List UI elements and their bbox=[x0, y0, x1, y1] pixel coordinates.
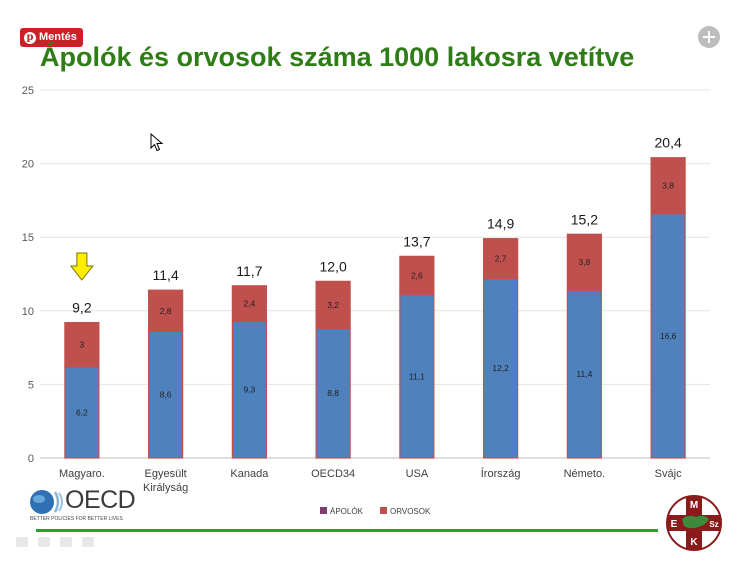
menu-icon[interactable] bbox=[60, 537, 72, 547]
segment-data-label: 3,8 bbox=[662, 181, 674, 191]
back-icon[interactable] bbox=[16, 537, 28, 547]
oecd-tagline: BETTER POLICIES FOR BETTER LIVES bbox=[30, 516, 123, 522]
x-category-label: USA bbox=[406, 468, 429, 480]
segment-data-label: 11,1 bbox=[409, 371, 425, 381]
x-category-label: Egyesült bbox=[145, 468, 187, 480]
segment-data-label: 2,8 bbox=[160, 306, 172, 316]
segment-data-label: 3 bbox=[80, 340, 85, 350]
segment-data-label: 2,6 bbox=[411, 270, 423, 280]
bar-total-label: 11,7 bbox=[236, 263, 262, 279]
bar-segment-orvosok bbox=[650, 157, 686, 215]
segment-data-label: 3,8 bbox=[578, 257, 590, 267]
y-axis-ticks: 0 5 10 15 20 25 bbox=[22, 85, 34, 465]
pinterest-save-label: Mentés bbox=[39, 31, 77, 43]
legend-label: ORVOSOK bbox=[390, 507, 431, 516]
oecd-wordmark: OECD bbox=[65, 486, 136, 514]
bar-total-label: 9,2 bbox=[72, 300, 92, 316]
segment-data-label: 12,2 bbox=[492, 363, 509, 373]
y-tick-label: 5 bbox=[28, 379, 34, 391]
bar-segment-apolok bbox=[399, 294, 435, 459]
bar-segment-apolok bbox=[483, 277, 519, 459]
down-arrow-icon bbox=[69, 252, 94, 281]
x-category-label: Németo. bbox=[564, 468, 606, 480]
segment-data-label: 3,2 bbox=[327, 300, 339, 310]
y-tick-label: 0 bbox=[28, 453, 34, 465]
x-category-label: Királyság bbox=[143, 482, 188, 494]
bar-total-label: 13,7 bbox=[403, 233, 430, 249]
bar-segment-apolok bbox=[315, 327, 351, 459]
bar-total-label: 12,0 bbox=[320, 258, 347, 274]
bar-total-label: 15,2 bbox=[571, 211, 598, 227]
bar-segment-orvosok bbox=[148, 289, 184, 333]
segment-data-label: 8,8 bbox=[327, 388, 339, 398]
mesz-letter-k: K bbox=[690, 537, 698, 548]
x-category-label: Svájc bbox=[655, 468, 682, 480]
segment-data-label: 8,6 bbox=[160, 390, 172, 400]
bar-segment-apolok bbox=[231, 320, 267, 459]
mouse-cursor-icon bbox=[150, 133, 164, 152]
bar-total-label: 11,4 bbox=[153, 267, 179, 283]
bars: 6,2 3 9,2 8,6 2,8 11,4 9,3 2,4 11,7 8,8 3,2 12,0 11,… bbox=[64, 135, 686, 459]
segment-data-label: 2,4 bbox=[243, 298, 255, 308]
bar-segment-apolok bbox=[650, 213, 686, 459]
bar-segment-apolok bbox=[566, 289, 602, 459]
zoom-in-icon[interactable] bbox=[698, 26, 720, 48]
oecd-globe-icon bbox=[30, 490, 63, 514]
mesz-letter-e: E bbox=[671, 519, 678, 530]
legend-swatch bbox=[380, 507, 387, 514]
segment-data-label: 2,7 bbox=[495, 254, 507, 264]
mesz-letter-m: M bbox=[690, 500, 698, 511]
y-tick-label: 10 bbox=[22, 306, 34, 318]
bar-segment-orvosok bbox=[315, 280, 351, 330]
mesz-letter-sz: Sz bbox=[709, 520, 718, 529]
y-tick-label: 25 bbox=[22, 85, 34, 97]
bar-total-label: 14,9 bbox=[487, 216, 514, 232]
bar-segment-orvosok bbox=[64, 321, 100, 368]
legend-label: ÁPOLÓK bbox=[330, 507, 364, 516]
x-axis-labels: Magyaro. Egyesült Királyság Kanada OECD34 USA… bbox=[59, 467, 682, 494]
bar-segment-apolok bbox=[64, 366, 100, 459]
segment-data-label: 11,4 bbox=[576, 369, 592, 379]
pinterest-icon: p bbox=[24, 31, 36, 44]
bar-segment-orvosok bbox=[566, 233, 602, 291]
bar-segment-orvosok bbox=[399, 255, 435, 296]
y-tick-label: 20 bbox=[22, 159, 34, 171]
segment-data-label: 16,6 bbox=[660, 331, 677, 341]
x-category-label: OECD34 bbox=[311, 468, 355, 480]
footer-divider bbox=[36, 529, 658, 532]
x-category-label: Kanada bbox=[230, 468, 269, 480]
x-category-label: Írország bbox=[481, 467, 521, 480]
legend-swatch bbox=[320, 507, 327, 514]
highlight-arrow-layer bbox=[69, 252, 94, 281]
segment-data-label: 6,2 bbox=[76, 407, 88, 417]
y-tick-label: 15 bbox=[22, 232, 34, 244]
pen-icon[interactable] bbox=[38, 537, 50, 547]
gridlines bbox=[40, 89, 710, 459]
slide-title: Ápolók és orvosok száma 1000 lakosra vet… bbox=[40, 42, 635, 72]
mesz-cross-logo: M E Sz K bbox=[666, 495, 722, 551]
x-category-label: Magyaro. bbox=[59, 468, 105, 480]
segment-data-label: 9,3 bbox=[243, 385, 255, 395]
slide-toolbar bbox=[16, 537, 94, 547]
bar-segment-orvosok bbox=[231, 285, 267, 322]
pinterest-save-button[interactable]: p Mentés bbox=[20, 28, 83, 47]
bar-segment-orvosok bbox=[483, 238, 519, 280]
forward-icon[interactable] bbox=[82, 537, 94, 547]
bar-total-label: 20,4 bbox=[655, 135, 682, 151]
legend: ÁPOLÓK ORVOSOK bbox=[320, 507, 431, 516]
